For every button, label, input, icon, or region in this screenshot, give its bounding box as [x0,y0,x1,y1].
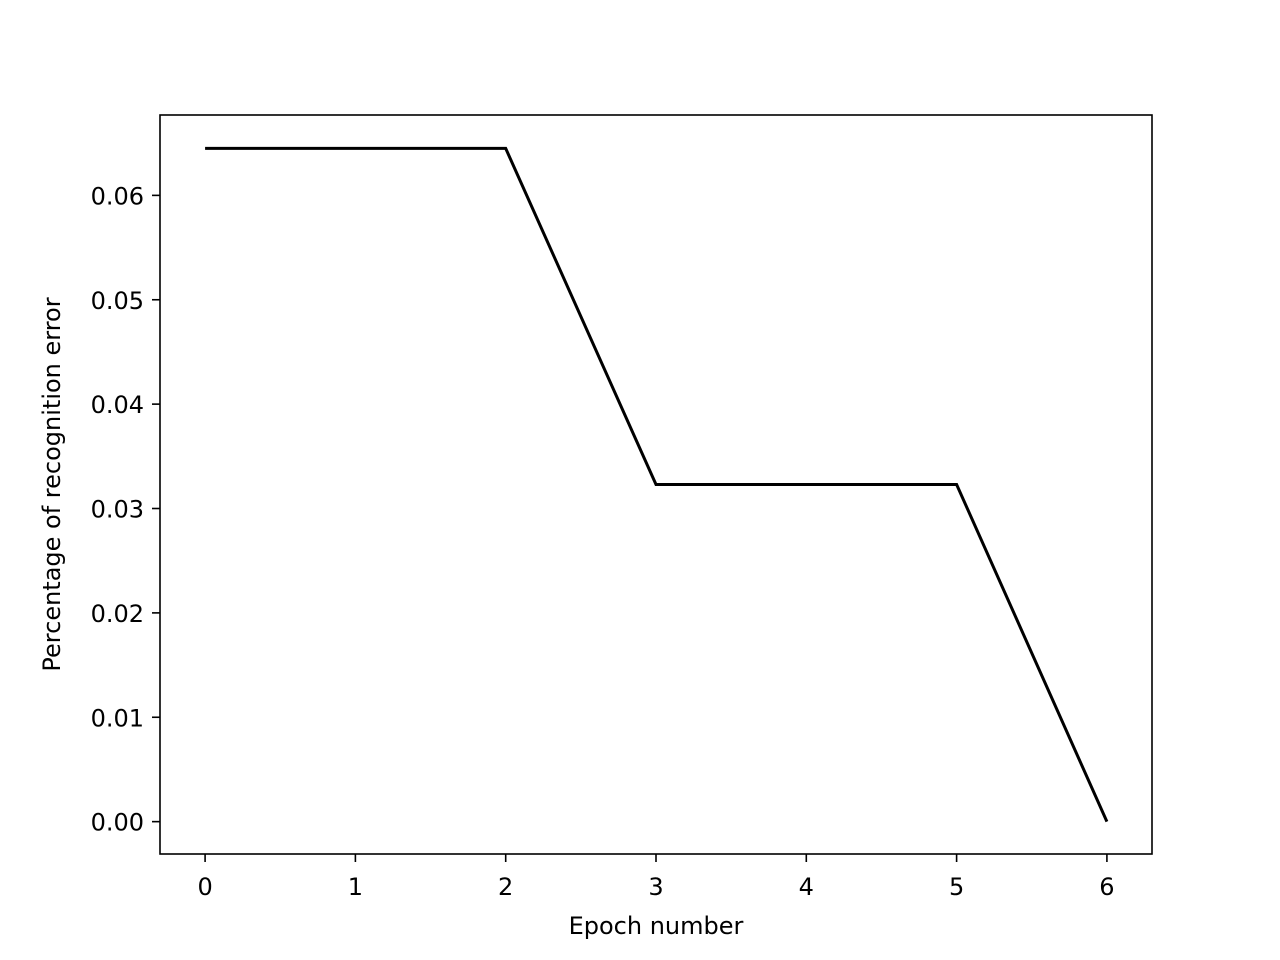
x-axis-label: Epoch number [569,912,744,940]
x-tick-label: 1 [348,873,363,901]
plot-area [205,146,1109,823]
y-tick-label: 0.03 [91,496,144,524]
x-tick-label: 0 [197,873,212,901]
y-tick-label: 0.02 [91,600,144,628]
x-axis: 0 1 2 3 4 5 6 [197,854,1115,901]
x-tick-label: 6 [1099,873,1114,901]
y-axis: 0.00 0.01 0.02 0.03 0.04 0.05 0.06 [91,182,160,837]
y-tick-label: 0.01 [91,704,144,732]
y-tick-label: 0.06 [91,182,144,210]
x-tick-label: 4 [799,873,814,901]
y-tick-label: 0.05 [91,287,144,315]
y-tick-label: 0.04 [91,391,144,419]
y-axis-label: Percentage of recognition error [38,297,66,671]
series-line-0 [205,146,1109,823]
x-tick-label: 2 [498,873,513,901]
x-tick-label: 3 [648,873,663,901]
y-tick-label: 0.00 [91,809,144,837]
x-tick-label: 5 [949,873,964,901]
